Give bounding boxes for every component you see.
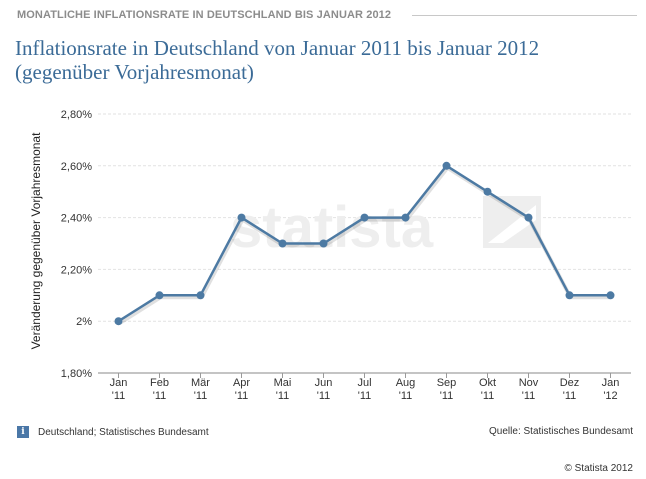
- y-tick-label: 1,80%: [61, 368, 92, 380]
- x-tick-label: Apr '11: [233, 377, 250, 402]
- x-tick-label: Jan '11: [110, 377, 128, 402]
- y-axis-label: Veränderung gegenüber Vorjahresmonat: [29, 132, 43, 349]
- x-tick-label: Nov '11: [519, 377, 539, 402]
- info-icon[interactable]: i: [17, 426, 29, 438]
- x-tick-label: Jul '11: [357, 377, 371, 402]
- data-point[interactable]: [565, 291, 574, 300]
- y-tick-label: 2,40%: [61, 213, 92, 225]
- axis-layer: [98, 372, 631, 378]
- x-tick-label: Okt '11: [479, 377, 496, 402]
- chart-title-line2: (gegenüber Vorjahresmonat): [15, 60, 254, 84]
- header-label: MONATLICHE INFLATIONSRATE IN DEUTSCHLAND…: [17, 9, 392, 21]
- x-tick-label: Feb '11: [150, 377, 169, 402]
- data-point[interactable]: [401, 213, 410, 222]
- data-point[interactable]: [524, 213, 533, 222]
- x-tick-label: Jan '12: [602, 377, 620, 402]
- footer-info: i Deutschland; Statistisches Bundesamt: [17, 426, 209, 438]
- chart-title-line1: Inflationsrate in Deutschland von Januar…: [15, 36, 540, 60]
- data-point[interactable]: [278, 239, 287, 248]
- data-point[interactable]: [196, 291, 205, 300]
- data-point[interactable]: [606, 291, 615, 300]
- data-point[interactable]: [483, 187, 492, 196]
- copyright-text: © Statista 2012: [564, 463, 633, 474]
- y-tick-label: 2,20%: [61, 264, 92, 276]
- source-text: Quelle: Statistisches Bundesamt: [489, 426, 633, 437]
- data-point[interactable]: [155, 291, 164, 300]
- data-point[interactable]: [442, 161, 451, 170]
- x-tick-label: Dez '11: [560, 377, 580, 402]
- data-point[interactable]: [360, 213, 369, 222]
- x-tick-label: Mai '11: [274, 377, 292, 402]
- header-bar: MONATLICHE INFLATIONSRATE IN DEUTSCHLAND…: [8, 6, 639, 24]
- data-point[interactable]: [319, 239, 328, 248]
- data-point[interactable]: [237, 213, 246, 222]
- x-tick-label: Mär '11: [191, 377, 210, 402]
- y-tick-label: 2,80%: [61, 109, 92, 121]
- x-tick-label: Jun '11: [315, 377, 333, 402]
- y-tick-label: 2%: [76, 316, 92, 328]
- series-layer: [114, 161, 615, 326]
- y-tick-label: 2,60%: [61, 161, 92, 173]
- chart-title: Inflationsrate in Deutschland von Januar…: [15, 36, 625, 84]
- header-rule: [412, 15, 637, 16]
- tick-labels: 2,80% 2,60% 2,40% 2,20% 2% 1,80% Jan '11 Feb '11 M…: [61, 109, 620, 402]
- data-point[interactable]: [114, 317, 123, 326]
- x-tick-label: Sep '11: [437, 377, 457, 402]
- footer-info-text: Deutschland; Statistisches Bundesamt: [38, 426, 209, 438]
- statista-watermark: statista: [230, 195, 434, 260]
- x-tick-label: Aug '11: [396, 377, 416, 402]
